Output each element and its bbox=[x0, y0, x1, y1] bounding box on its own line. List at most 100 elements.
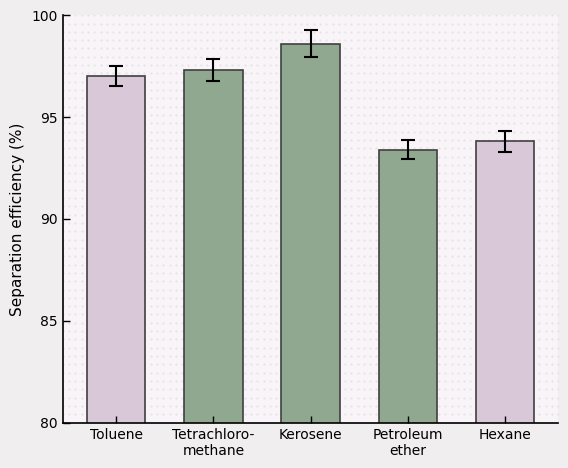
Point bbox=[96, 352, 105, 360]
Point bbox=[240, 294, 249, 301]
Point bbox=[341, 269, 350, 277]
Point bbox=[296, 111, 306, 119]
Point bbox=[353, 360, 362, 368]
Point bbox=[353, 219, 362, 227]
Point bbox=[321, 419, 331, 426]
Point bbox=[215, 369, 224, 376]
Point bbox=[315, 12, 324, 19]
Point bbox=[278, 178, 287, 185]
Point bbox=[152, 269, 161, 277]
Point bbox=[165, 169, 174, 177]
Point bbox=[504, 70, 513, 77]
Point bbox=[466, 61, 475, 69]
Point bbox=[397, 227, 406, 235]
Point bbox=[360, 186, 369, 194]
Point bbox=[523, 410, 532, 418]
Point bbox=[321, 236, 331, 243]
Point bbox=[303, 169, 312, 177]
Point bbox=[548, 302, 557, 310]
Point bbox=[397, 311, 406, 318]
Point bbox=[516, 386, 525, 393]
Point bbox=[259, 377, 268, 385]
Point bbox=[447, 261, 456, 268]
Point bbox=[209, 12, 218, 19]
Point bbox=[309, 352, 318, 360]
Point bbox=[353, 244, 362, 252]
Point bbox=[228, 344, 237, 351]
Point bbox=[466, 261, 475, 268]
Point bbox=[146, 194, 155, 202]
Point bbox=[535, 53, 544, 60]
Point bbox=[197, 286, 206, 293]
Point bbox=[228, 219, 237, 227]
Point bbox=[146, 20, 155, 27]
Point bbox=[184, 203, 193, 210]
Point bbox=[366, 352, 375, 360]
Point bbox=[278, 394, 287, 402]
Point bbox=[127, 386, 136, 393]
Point bbox=[272, 311, 281, 318]
Point bbox=[535, 327, 544, 335]
Point bbox=[303, 119, 312, 127]
Point bbox=[303, 394, 312, 402]
Point bbox=[108, 153, 118, 160]
Point bbox=[397, 394, 406, 402]
Point bbox=[127, 253, 136, 260]
Point bbox=[228, 336, 237, 343]
Point bbox=[197, 327, 206, 335]
Point bbox=[453, 128, 462, 135]
Point bbox=[309, 153, 318, 160]
Point bbox=[510, 128, 519, 135]
Point bbox=[516, 12, 525, 19]
Point bbox=[197, 95, 206, 102]
Point bbox=[541, 103, 550, 110]
Point bbox=[441, 161, 450, 168]
Point bbox=[391, 95, 400, 102]
Point bbox=[309, 377, 318, 385]
Point bbox=[303, 419, 312, 426]
Point bbox=[435, 111, 444, 119]
Point bbox=[491, 119, 500, 127]
Point bbox=[535, 103, 544, 110]
Point bbox=[554, 136, 563, 144]
Point bbox=[372, 178, 381, 185]
Point bbox=[466, 161, 475, 168]
Point bbox=[165, 70, 174, 77]
Point bbox=[71, 145, 80, 152]
Point bbox=[435, 419, 444, 426]
Point bbox=[197, 211, 206, 219]
Point bbox=[341, 386, 350, 393]
Point bbox=[215, 227, 224, 235]
Point bbox=[385, 161, 394, 168]
Point bbox=[529, 86, 538, 94]
Point bbox=[347, 336, 356, 343]
Point bbox=[366, 294, 375, 301]
Point bbox=[77, 253, 86, 260]
Point bbox=[222, 253, 231, 260]
Point bbox=[535, 161, 544, 168]
Point bbox=[321, 203, 331, 210]
Point bbox=[77, 219, 86, 227]
Point bbox=[372, 211, 381, 219]
Point bbox=[215, 294, 224, 301]
Point bbox=[140, 319, 149, 327]
Point bbox=[447, 311, 456, 318]
Point bbox=[466, 419, 475, 426]
Point bbox=[290, 244, 299, 252]
Point bbox=[498, 294, 507, 301]
Point bbox=[222, 203, 231, 210]
Point bbox=[146, 186, 155, 194]
Point bbox=[403, 161, 412, 168]
Point bbox=[360, 327, 369, 335]
Point bbox=[234, 211, 243, 219]
Point bbox=[77, 302, 86, 310]
Point bbox=[428, 311, 437, 318]
Point bbox=[65, 161, 74, 168]
Point bbox=[460, 269, 469, 277]
Point bbox=[234, 203, 243, 210]
Point bbox=[523, 61, 532, 69]
Point bbox=[309, 236, 318, 243]
Point bbox=[96, 128, 105, 135]
Point bbox=[203, 227, 212, 235]
Point bbox=[504, 377, 513, 385]
